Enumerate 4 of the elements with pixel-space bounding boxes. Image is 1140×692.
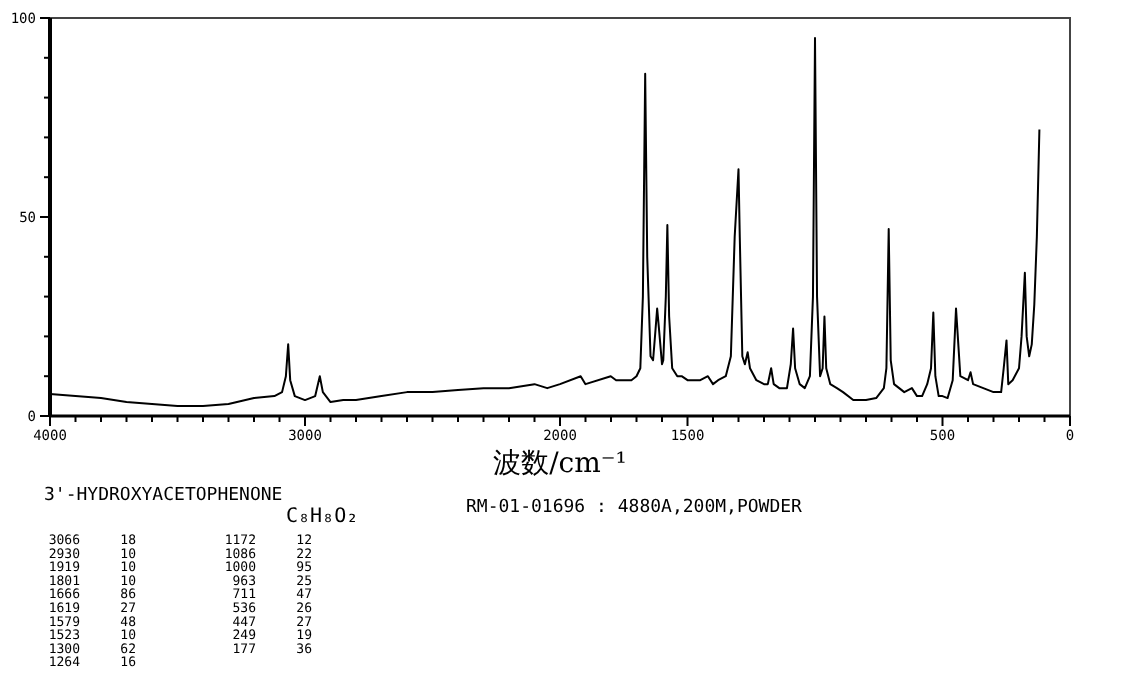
text: C₈H₈O₂ [286,506,359,528]
text: 3'-HYDROXYACETOPHENONE [44,486,283,506]
x-axis-title: 波数/cm⁻¹ [493,448,627,480]
text: RM-01-01696 : 4880A,200M,POWDER [466,498,804,518]
